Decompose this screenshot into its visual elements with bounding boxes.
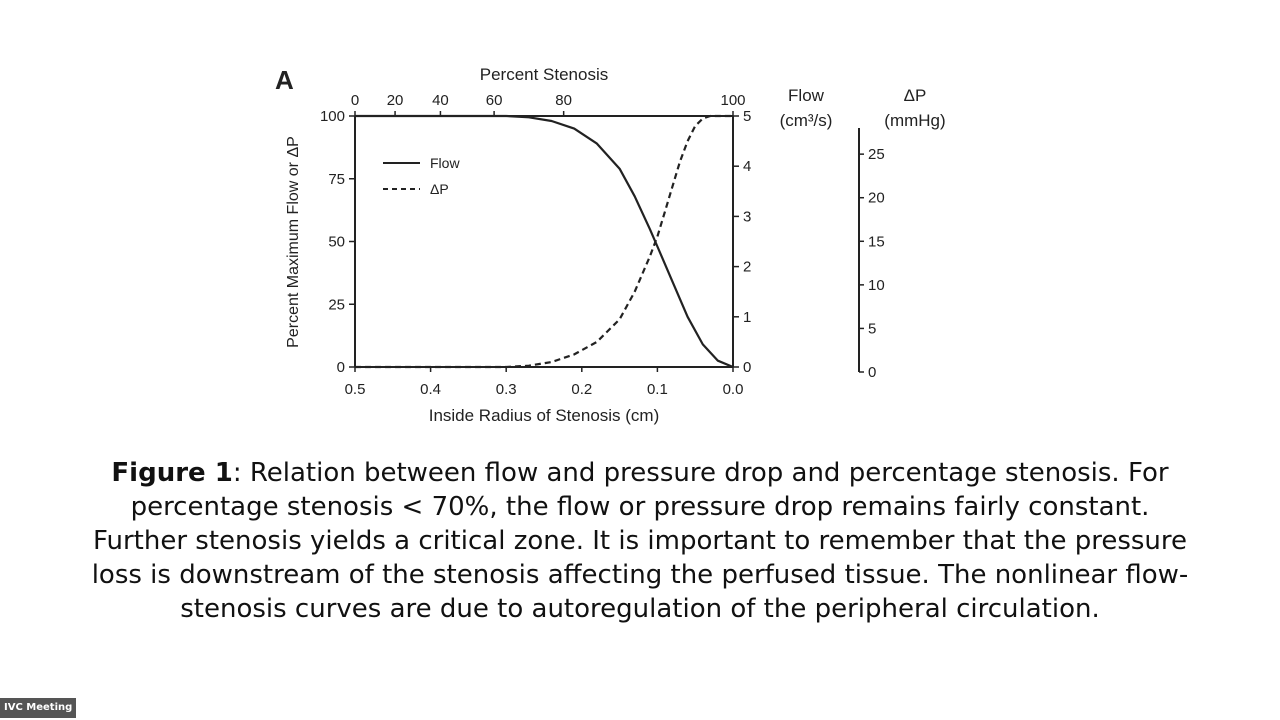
top-axis-title: Percent Stenosis [480, 65, 609, 84]
top-axis-tick-label: 100 [720, 92, 745, 109]
y-tick-label: 0 [337, 359, 345, 376]
y-tick-label: 75 [328, 171, 345, 188]
flow-axis-tick-label: 1 [743, 309, 751, 326]
flow-axis-tick-label: 0 [743, 359, 751, 376]
y-tick-label: 100 [320, 108, 345, 125]
flow-axis-tick-label: 4 [743, 158, 751, 175]
flow-axis-title: Flow [788, 86, 825, 105]
legend: Flow ΔP [383, 155, 460, 197]
figure-caption: Figure 1: Relation between flow and pres… [90, 456, 1190, 626]
top-axis-tick-label: 60 [486, 92, 503, 109]
x-tick-label: 0.0 [723, 381, 744, 398]
figure-caption-label: Figure 1 [111, 458, 233, 488]
x-tick-label: 0.5 [345, 381, 366, 398]
dp-axis-tick-label: 10 [868, 277, 885, 294]
dp-axis-title: ΔP [904, 86, 927, 105]
flow-curve [355, 114, 734, 369]
flow-axis-unit: (cm³/s) [780, 111, 833, 130]
x-tick-label: 0.3 [496, 381, 517, 398]
dp-axis-tick-label: 20 [868, 190, 885, 207]
x-tick-label: 0.1 [647, 381, 668, 398]
top-axis-tick-label: 0 [351, 92, 359, 109]
legend-dp-label: ΔP [430, 181, 449, 197]
flow-axis-tick-label: 3 [743, 208, 751, 225]
x-tick-label: 0.4 [420, 381, 441, 398]
flow-axis-tick-label: 5 [743, 108, 751, 125]
dp-axis-tick-label: 25 [868, 146, 885, 163]
flow-axis-tick-label: 2 [743, 259, 751, 276]
dp-axis-tick-label: 15 [868, 233, 885, 250]
legend-flow-label: Flow [430, 155, 460, 171]
dp-axis-tick-label: 5 [868, 320, 876, 337]
top-axis-tick-label: 20 [387, 92, 404, 109]
y-tick-label: 50 [328, 234, 345, 251]
dp-axis-tick-label: 0 [868, 364, 876, 381]
top-axis-tick-label: 40 [432, 92, 449, 109]
stenosis-chart: A Percent Stenosis 0.5 0.4 0.3 0.2 0.1 0.0025… [275, 65, 946, 425]
y-tick-label: 25 [328, 296, 345, 313]
dp-axis-unit: (mmHg) [884, 111, 945, 130]
meeting-name-badge: IVC Meeting [0, 698, 77, 718]
figure-caption-text: : Relation between flow and pressure dro… [91, 458, 1189, 624]
x-tick-label: 0.2 [571, 381, 592, 398]
panel-label: A [275, 65, 294, 95]
top-axis-tick-label: 80 [555, 92, 572, 109]
dp-curve [355, 114, 733, 369]
x-axis-title: Inside Radius of Stenosis (cm) [429, 406, 660, 425]
y-axis-title: Percent Maximum Flow or ΔP [285, 136, 302, 348]
